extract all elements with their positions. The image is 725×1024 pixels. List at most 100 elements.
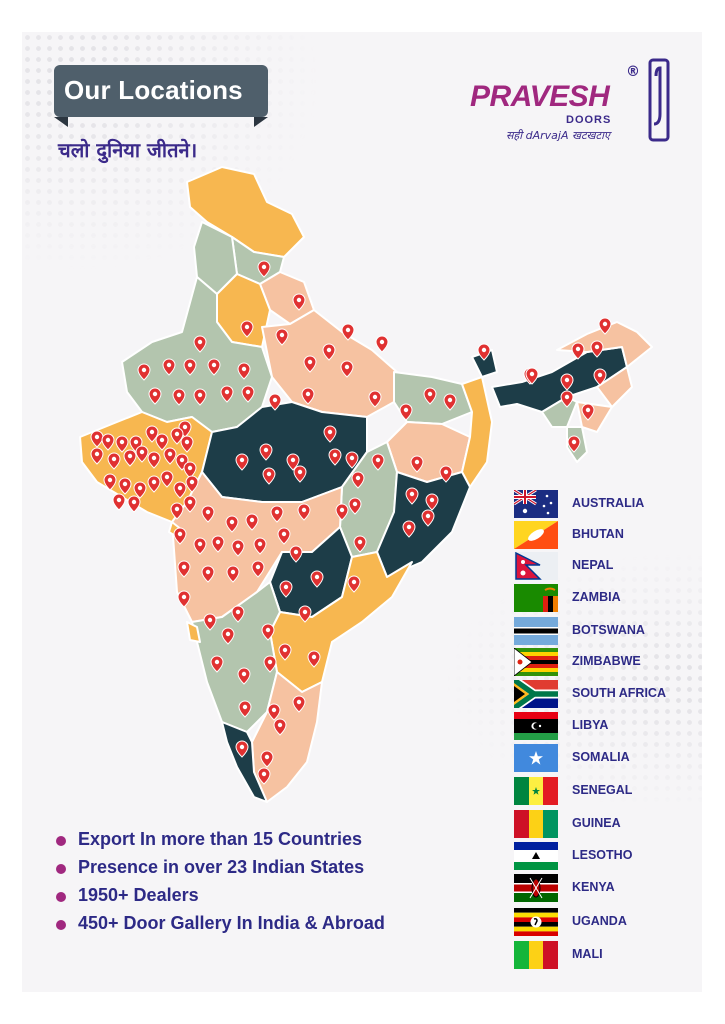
location-pin-dot xyxy=(187,362,193,368)
country-name: AUSTRALIA xyxy=(572,496,645,510)
nepal-flag-icon xyxy=(514,552,558,580)
country-row-bhutan: BHUTAN xyxy=(514,521,694,549)
location-pin-dot xyxy=(575,346,581,352)
location-pin-dot xyxy=(571,439,577,445)
location-pin-dot xyxy=(443,469,449,475)
location-pin-dot xyxy=(427,391,433,397)
location-pin-dot xyxy=(207,617,213,623)
location-pin-dot xyxy=(174,431,180,437)
location-pin-dot xyxy=(305,391,311,397)
door-handle-icon xyxy=(648,58,670,142)
location-pin-dot xyxy=(447,397,453,403)
location-pin-dot xyxy=(181,594,187,600)
title-banner: Our Locations xyxy=(54,65,268,117)
zimbabwe-flag-icon xyxy=(514,648,558,676)
location-pin-dot xyxy=(94,434,100,440)
location-pin-dot xyxy=(265,627,271,633)
location-pin-dot xyxy=(481,347,487,353)
country-name: SENEGAL xyxy=(572,783,633,797)
location-pin-dot xyxy=(241,366,247,372)
mali-flag-icon xyxy=(514,941,558,969)
country-name: BOTSWANA xyxy=(572,623,645,637)
page-title: Our Locations xyxy=(64,75,243,105)
location-pin-dot xyxy=(235,609,241,615)
location-pin-dot xyxy=(249,517,255,523)
country-row-australia: AUSTRALIA xyxy=(514,490,694,518)
location-pin-dot xyxy=(272,397,278,403)
location-pin-dot xyxy=(211,362,217,368)
location-pin-dot xyxy=(241,671,247,677)
location-pin-dot xyxy=(326,347,332,353)
location-pin-dot xyxy=(585,407,591,413)
location-pin-dot xyxy=(293,549,299,555)
location-pin-dot xyxy=(205,509,211,515)
region-jammu-kashmir xyxy=(186,166,305,258)
location-pin-dot xyxy=(282,647,288,653)
location-pin-dot xyxy=(594,344,600,350)
location-pin-dot xyxy=(152,391,158,397)
location-pin-dot xyxy=(224,389,230,395)
libya-flag-icon xyxy=(514,712,558,740)
location-pin-dot xyxy=(205,569,211,575)
location-pin-dot xyxy=(131,499,137,505)
bullet-dot-icon xyxy=(56,864,66,874)
location-pin-dot xyxy=(290,457,296,463)
location-pin-dot xyxy=(277,722,283,728)
location-pin-dot xyxy=(244,324,250,330)
guinea-flag-icon xyxy=(514,810,558,838)
country-row-botswana: BOTSWANA xyxy=(514,617,694,645)
country-name: SOUTH AFRICA xyxy=(572,686,666,700)
location-pin-dot xyxy=(564,377,570,383)
country-row-somalia: SOMALIA xyxy=(514,744,694,772)
location-pin-dot xyxy=(242,704,248,710)
location-pin-dot xyxy=(214,659,220,665)
highlight-text: 450+ Door Gallery In India & Abroad xyxy=(78,913,385,933)
location-pin-dot xyxy=(429,497,435,503)
location-pin-dot xyxy=(261,264,267,270)
location-pin-dot xyxy=(372,394,378,400)
location-pin-dot xyxy=(181,564,187,570)
logo-tagline: सही dArvajA खटखटाए xyxy=(506,129,610,142)
country-name: MALI xyxy=(572,947,603,961)
location-pin-dot xyxy=(279,332,285,338)
location-pin-dot xyxy=(197,339,203,345)
country-name: UGANDA xyxy=(572,914,627,928)
location-pin-dot xyxy=(261,771,267,777)
location-pin-dot xyxy=(159,437,165,443)
location-pin-dot xyxy=(379,339,385,345)
bullet-dot-icon xyxy=(56,920,66,930)
country-name: LESOTHO xyxy=(572,848,633,862)
country-name: SOMALIA xyxy=(572,750,630,764)
location-pin-dot xyxy=(184,439,190,445)
location-pin-dot xyxy=(351,579,357,585)
country-name: KENYA xyxy=(572,880,615,894)
location-pin-dot xyxy=(296,297,302,303)
country-row-senegal: SENEGAL xyxy=(514,777,694,805)
location-pin-dot xyxy=(602,321,608,327)
country-row-zimbabwe: ZIMBABWE xyxy=(514,648,694,676)
lesotho-flag-icon xyxy=(514,842,558,870)
location-pin-dot xyxy=(311,654,317,660)
location-pin-dot xyxy=(141,367,147,373)
country-row-guinea: GUINEA xyxy=(514,810,694,838)
location-pin-dot xyxy=(179,457,185,463)
country-name: GUINEA xyxy=(572,816,621,830)
location-pin-dot xyxy=(166,362,172,368)
country-name: LIBYA xyxy=(572,718,609,732)
location-pin-dot xyxy=(167,451,173,457)
country-row-uganda: UGANDA xyxy=(514,908,694,936)
location-pin-dot xyxy=(301,507,307,513)
location-pin-dot xyxy=(133,439,139,445)
location-pin-dot xyxy=(263,447,269,453)
location-pin-dot xyxy=(127,453,133,459)
location-pin-dot xyxy=(406,524,412,530)
bhutan-flag-icon xyxy=(514,521,558,549)
senegal-flag-icon xyxy=(514,777,558,805)
location-pin-dot xyxy=(230,569,236,575)
country-name: ZIMBABWE xyxy=(572,654,641,668)
location-pin-dot xyxy=(414,459,420,465)
location-pin-dot xyxy=(174,506,180,512)
location-pin-dot xyxy=(332,452,338,458)
location-pin-dot xyxy=(116,497,122,503)
location-pin-dot xyxy=(266,471,272,477)
